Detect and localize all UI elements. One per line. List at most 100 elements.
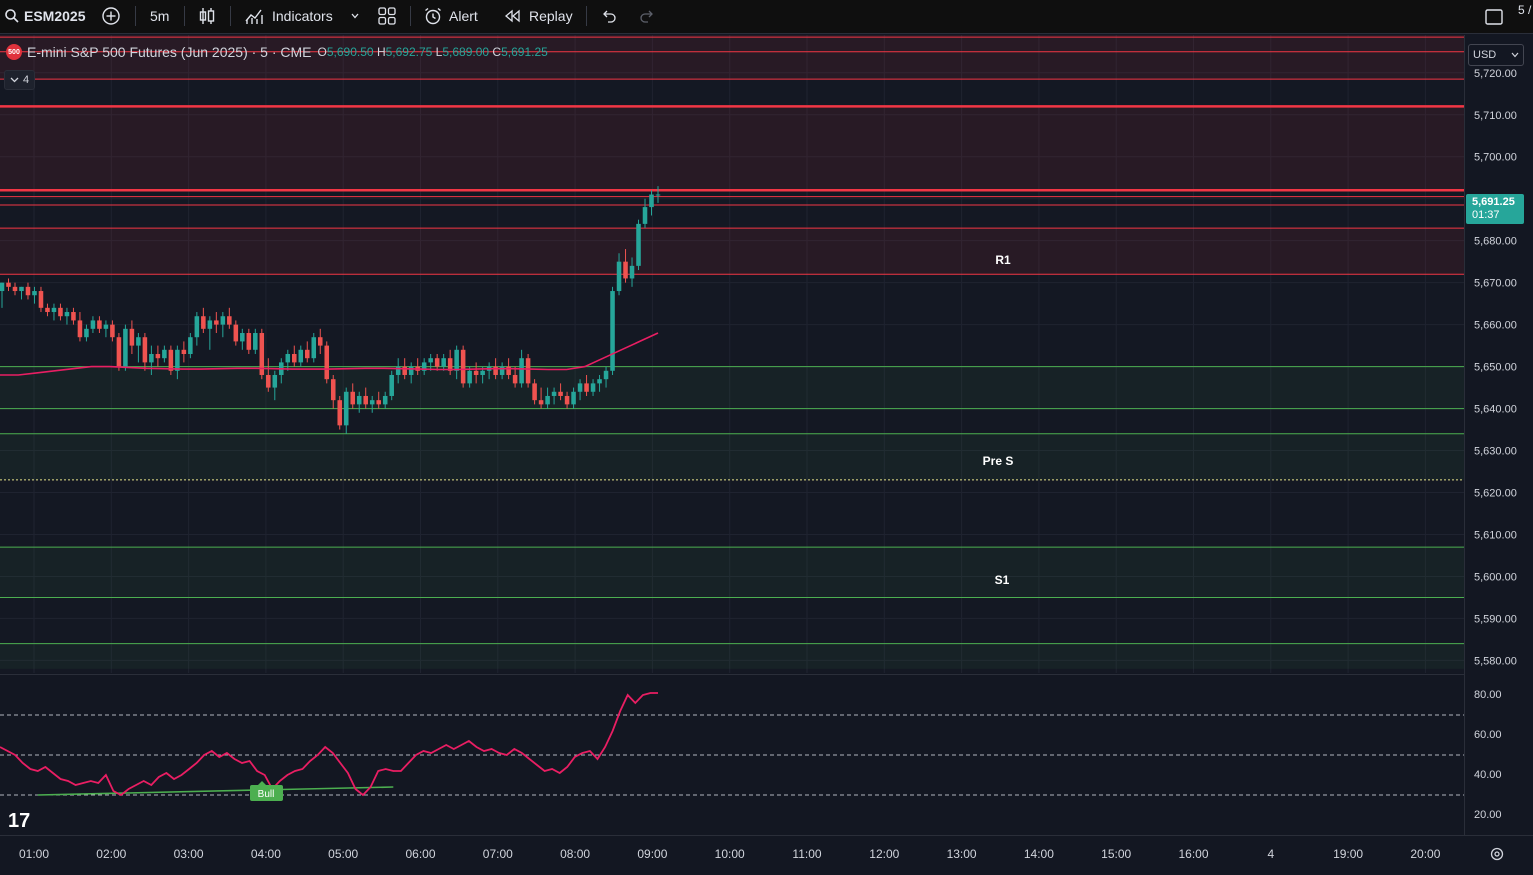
candle-body bbox=[473, 370, 479, 375]
currency-selector[interactable]: USD bbox=[1468, 44, 1524, 66]
indicators-icon bbox=[245, 9, 263, 24]
candle-body bbox=[266, 374, 271, 388]
close-value: 5,691.25 bbox=[501, 45, 548, 59]
symbol-legend[interactable]: 500 E-mini S&P 500 Futures (Jun 2025) · … bbox=[6, 44, 548, 60]
bull-badge-label: Bull bbox=[258, 789, 275, 800]
indicators-dropdown[interactable] bbox=[350, 0, 360, 31]
price-tick-label: 5,680.00 bbox=[1474, 236, 1517, 248]
rsi-pane[interactable]: Bull 17 bbox=[0, 674, 1464, 835]
rsi-tick-label: 60.00 bbox=[1474, 729, 1502, 741]
chevron-down-icon bbox=[10, 77, 19, 83]
time-tick-label: 4 bbox=[1267, 847, 1274, 861]
legend-title: E-mini S&P 500 Futures (Jun 2025) · 5 · … bbox=[27, 44, 312, 60]
price-tick-label: 5,700.00 bbox=[1474, 152, 1517, 164]
alert-button[interactable]: Alert bbox=[423, 0, 478, 31]
indicators-collapse-button[interactable]: 4 bbox=[4, 70, 36, 90]
candle-body bbox=[12, 286, 18, 292]
candle-body bbox=[577, 383, 583, 392]
resistance-zone bbox=[0, 35, 1464, 80]
moving-average-line bbox=[0, 332, 659, 376]
candle-body bbox=[499, 366, 505, 375]
candle-body bbox=[116, 337, 122, 367]
candle-body bbox=[175, 349, 180, 371]
r1-label: R1 bbox=[995, 253, 1011, 267]
candle-body bbox=[629, 265, 635, 279]
indicators-button[interactable]: Indicators bbox=[244, 0, 333, 31]
templates-button[interactable] bbox=[377, 0, 397, 31]
rsi-tick-label: 40.00 bbox=[1474, 769, 1502, 781]
interval-button[interactable]: 5m bbox=[150, 0, 169, 31]
fullscreen-button[interactable] bbox=[1484, 0, 1504, 31]
time-tick-label: 12:00 bbox=[869, 847, 899, 861]
candles-icon bbox=[199, 7, 215, 24]
candle-body bbox=[304, 349, 310, 359]
candle-body bbox=[649, 194, 654, 208]
candle-body bbox=[636, 223, 641, 266]
price-scale-svg: 5,720.005,710.005,700.005,690.005,680.00… bbox=[1474, 68, 1517, 821]
candle-body bbox=[324, 345, 330, 380]
time-scale[interactable]: 01:00 02:00 03:00 04:00 05:00 06:00 07:00 08:00… bbox=[0, 835, 1533, 870]
top-toolbar: ESM2025 5m Indicators Alert Replay 5 / bbox=[0, 0, 1533, 34]
candle-body bbox=[532, 383, 537, 401]
ohlc-values: O5,690.50 H5,692.75 L5,689.00 C5,691.25 bbox=[318, 45, 548, 59]
price-pane[interactable]: R1 Pre S S1 bbox=[0, 35, 1464, 673]
candle-body bbox=[32, 291, 37, 296]
candle-body bbox=[90, 320, 96, 329]
tradingview-logo: 17 bbox=[8, 810, 30, 832]
price-tick-label: 5,600.00 bbox=[1474, 571, 1517, 583]
price-tick-label: 5,630.00 bbox=[1474, 446, 1517, 458]
open-key: O bbox=[317, 45, 327, 59]
candle-body bbox=[350, 391, 356, 405]
time-tick-label: 07:00 bbox=[483, 847, 513, 861]
candle-body bbox=[45, 307, 50, 313]
chevron-down-icon bbox=[351, 13, 359, 18]
candle-body bbox=[447, 358, 453, 371]
s1-label: S1 bbox=[995, 573, 1010, 587]
candle-body bbox=[149, 354, 154, 363]
rsi-chart-svg[interactable]: Bull 17 bbox=[0, 675, 1464, 835]
compare-symbol-button[interactable] bbox=[101, 0, 121, 31]
price-tick-label: 5,620.00 bbox=[1474, 488, 1517, 500]
support-zone bbox=[0, 433, 1464, 480]
indicators-count: 4 bbox=[23, 74, 30, 86]
support-zone bbox=[0, 643, 1464, 669]
price-scale[interactable]: 5,720.005,710.005,700.005,690.005,680.00… bbox=[1464, 35, 1533, 835]
undo-button[interactable] bbox=[600, 0, 618, 31]
interval-label: 5m bbox=[150, 7, 170, 24]
candles-layer bbox=[0, 186, 661, 434]
time-tick-label: 06:00 bbox=[405, 847, 435, 861]
rewind-icon bbox=[504, 9, 520, 22]
settings-gear-icon[interactable] bbox=[1489, 846, 1505, 862]
candle-body bbox=[142, 337, 148, 363]
price-tick-label: 5,580.00 bbox=[1474, 655, 1517, 667]
candle-body bbox=[603, 370, 609, 380]
candle-body bbox=[317, 337, 323, 346]
price-tick-label: 5,590.00 bbox=[1474, 613, 1517, 625]
square-icon bbox=[1485, 8, 1503, 25]
candle-body bbox=[480, 370, 485, 375]
sr-lines-layer bbox=[0, 36, 1464, 645]
currency-label: USD bbox=[1473, 49, 1497, 61]
candle-body bbox=[402, 366, 407, 375]
candle-body bbox=[214, 320, 219, 325]
symbol-search-button[interactable]: ESM2025 bbox=[4, 0, 85, 31]
replay-button[interactable]: Replay bbox=[503, 0, 573, 31]
candle-body bbox=[292, 354, 297, 363]
redo-button[interactable] bbox=[638, 0, 656, 31]
price-tick-label: 5,650.00 bbox=[1474, 362, 1517, 374]
candle-body bbox=[136, 337, 141, 346]
time-tick-label: 15:00 bbox=[1101, 847, 1131, 861]
chart-type-button[interactable] bbox=[198, 0, 216, 31]
zones-layer bbox=[0, 35, 1464, 669]
replay-label: Replay bbox=[529, 7, 573, 24]
price-chart-svg[interactable]: R1 Pre S S1 bbox=[0, 35, 1464, 673]
candle-body bbox=[655, 194, 661, 196]
candle-body bbox=[155, 354, 161, 359]
bull-divergence-line bbox=[37, 786, 394, 796]
candle-body bbox=[233, 324, 239, 342]
candle-body bbox=[493, 366, 498, 375]
candle-body bbox=[110, 324, 115, 338]
candle-body bbox=[246, 333, 252, 350]
candle-body bbox=[84, 328, 89, 338]
time-tick-label: 13:00 bbox=[947, 847, 977, 861]
